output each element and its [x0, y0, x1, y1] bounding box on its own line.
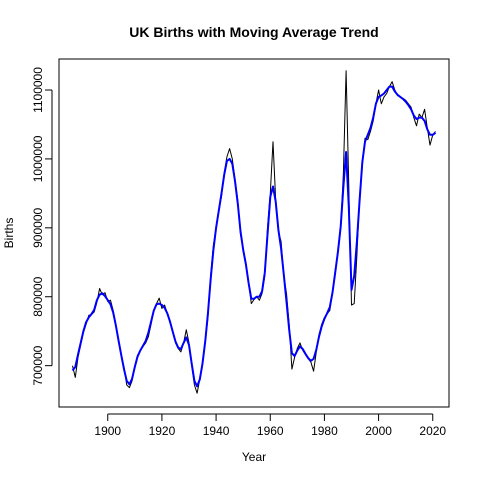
y-axis: 700000 800000 900000 1000000 1100000: [31, 67, 53, 386]
x-tick-label: 1980: [311, 424, 338, 438]
x-axis: 1900 1920 1940 1960 1980 2000 2020: [94, 413, 446, 438]
plot-frame: [58, 58, 450, 408]
births-line: [72, 70, 436, 394]
x-tick-label: 1940: [203, 424, 230, 438]
y-tick-label: 900000: [31, 207, 45, 247]
y-tick-label: 800000: [31, 276, 45, 316]
y-axis-label: Births: [2, 218, 16, 249]
x-axis-label: Year: [242, 450, 266, 464]
chart-title: UK Births with Moving Average Trend: [129, 24, 378, 40]
series-group: [71, 70, 437, 394]
x-tick-label: 1960: [257, 424, 284, 438]
y-tick-label: 700000: [31, 345, 45, 385]
x-tick-label: 2000: [365, 424, 392, 438]
x-tick-label: 1900: [94, 424, 121, 438]
x-tick-label: 1920: [149, 424, 176, 438]
y-tick-label: 1000000: [31, 135, 45, 182]
x-tick-label: 2020: [419, 424, 446, 438]
moving-average-line: [71, 85, 437, 388]
y-tick-label: 1100000: [31, 67, 45, 113]
